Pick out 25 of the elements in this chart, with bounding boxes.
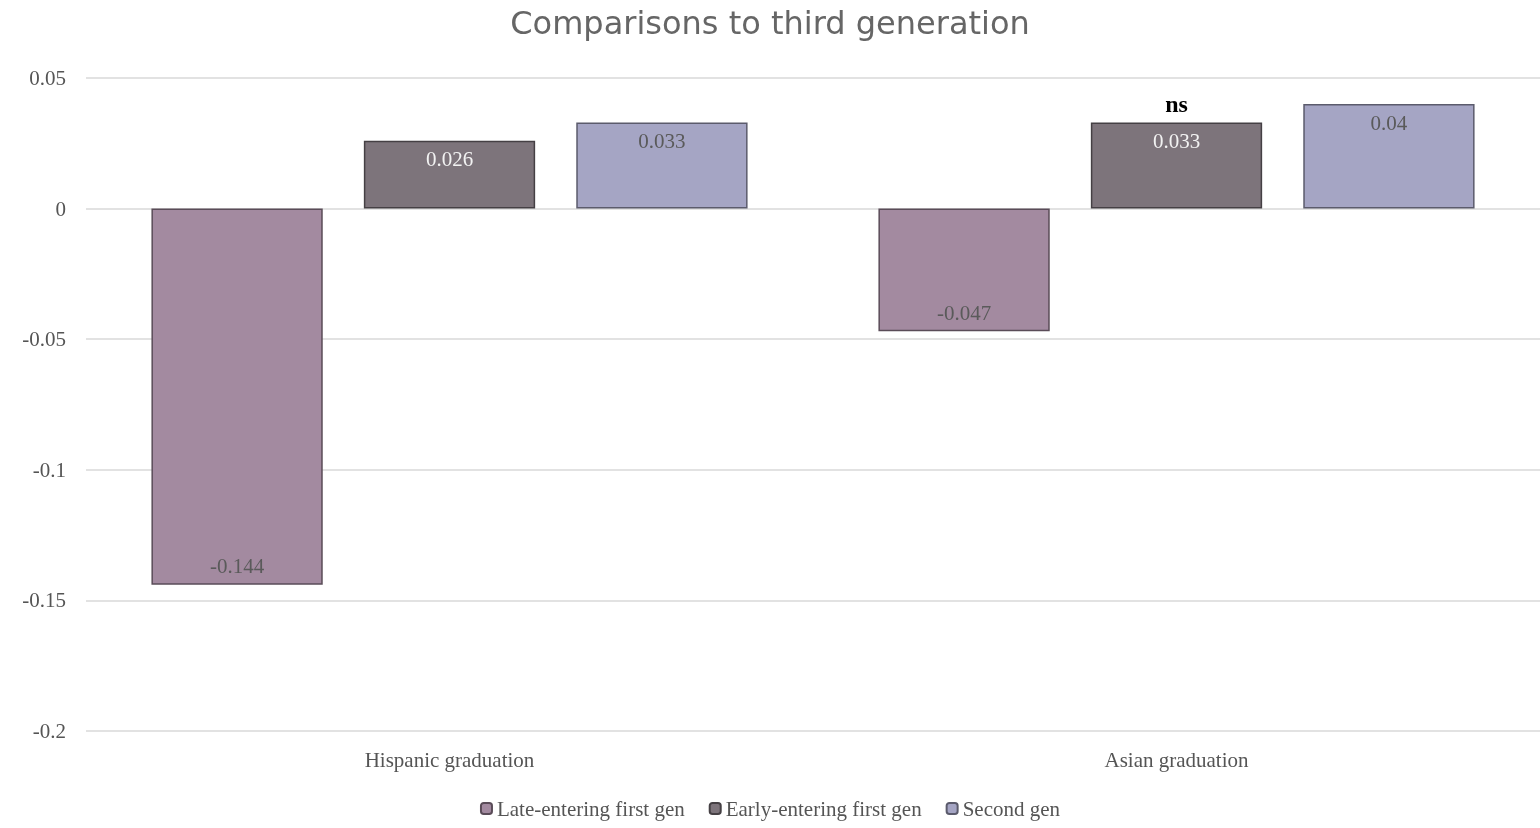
y-tick-label: -0.1 [32,457,66,482]
bar [576,122,748,209]
y-tick-label: 0 [55,196,66,221]
x-tick-label: Hispanic graduation [364,747,535,772]
data-label: 0.033 [638,128,686,153]
legend-label: Late-entering first gen [496,796,686,821]
bar [363,140,536,209]
bar [1090,122,1263,209]
bar [878,208,1050,332]
annotation: ns [1165,91,1188,118]
y-tick-label: -0.2 [32,719,66,743]
data-label: 0.026 [425,147,474,172]
x-tick-label: Asian graduation [1104,747,1250,772]
y-tick-label: 0.05 [29,66,66,90]
legend-label: Second gen [962,796,1061,821]
y-tick-label: -0.05 [22,327,66,352]
data-label: 0.04 [1370,110,1408,135]
data-label: 0.033 [1152,128,1201,153]
legend-label: Early-entering first gen [725,796,923,821]
bar [151,208,323,585]
chart-title: Comparisons to third generation [510,4,1030,42]
data-label: -0.047 [936,300,992,325]
y-tick-label: -0.15 [22,588,66,613]
bar [1303,104,1475,209]
data-label: -0.144 [209,554,265,579]
